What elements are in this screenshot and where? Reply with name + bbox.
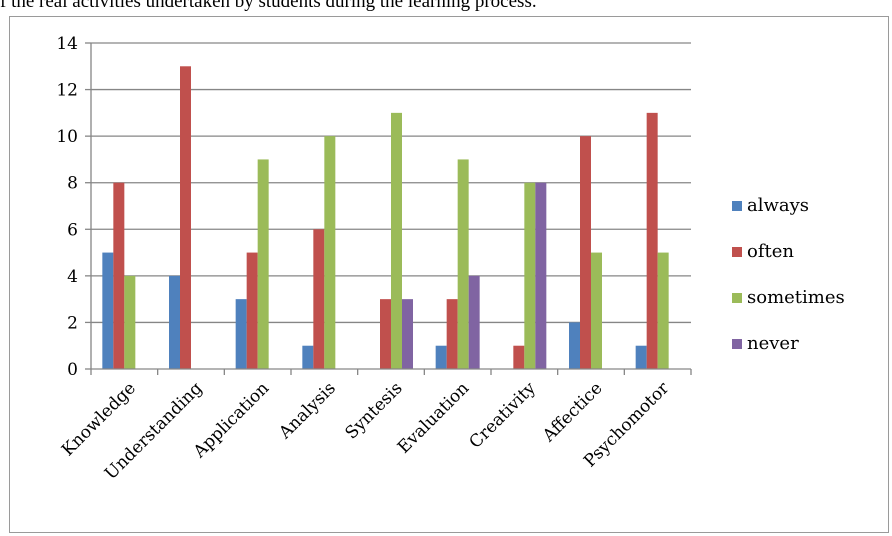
legend-swatch-often (732, 247, 742, 257)
bar-often-evaluation (446, 299, 458, 369)
category-label: Syntesis (341, 378, 406, 443)
bar-sometimes-syntesis (391, 112, 402, 369)
category-label: Affectice (538, 378, 606, 446)
y-tick-label: 12 (56, 81, 78, 101)
bar-sometimes-psychomotor (657, 252, 669, 369)
legend: always often sometimes never (732, 195, 845, 354)
bar-always-psychomotor (635, 345, 647, 369)
legend-swatch-always (732, 201, 742, 211)
chart-frame: 0 2 4 6 8 10 12 14 Knowledge Understanding Applic… (9, 16, 889, 533)
bar-often-psychomotor (646, 112, 658, 369)
y-axis-ticks: 0 2 4 6 8 10 12 14 (56, 34, 91, 380)
bar-always-affectice (569, 322, 580, 369)
bar-sometimes-knowledge (124, 275, 136, 369)
legend-label-sometimes: sometimes (747, 287, 845, 308)
y-tick-label: 10 (56, 127, 78, 147)
bar-sometimes-affectice (591, 252, 602, 369)
y-tick-label: 14 (56, 34, 78, 54)
bar-sometimes-application (257, 159, 269, 369)
bar-chart: 0 2 4 6 8 10 12 14 KnowledgeUnderstandingApplic… (56, 34, 845, 484)
bar-often-analysis (313, 229, 325, 369)
bar-sometimes-evaluation (457, 159, 469, 369)
y-tick-label: 8 (67, 174, 78, 194)
bar-often-knowledge (113, 182, 125, 369)
bars (102, 66, 669, 370)
axes (90, 43, 692, 375)
bar-often-creativity (513, 345, 525, 369)
y-tick-label: 4 (67, 267, 78, 287)
bar-always-application (235, 299, 247, 369)
bar-never-syntesis (402, 299, 413, 369)
legend-label-often: often (747, 241, 794, 262)
bar-often-syntesis (380, 299, 391, 369)
bar-sometimes-creativity (524, 182, 536, 369)
caption: f the real activities undertaken by stud… (0, 0, 537, 12)
bar-often-understanding (180, 66, 191, 370)
legend-swatch-never (732, 339, 742, 349)
bar-always-evaluation (435, 345, 447, 369)
y-tick-label: 0 (67, 360, 78, 380)
y-tick-label: 6 (67, 220, 78, 240)
bar-always-understanding (169, 275, 180, 369)
bar-often-affectice (580, 136, 591, 369)
category-label: Analysis (275, 378, 340, 443)
legend-label-never: never (747, 333, 799, 354)
bar-always-knowledge (102, 252, 114, 369)
legend-swatch-sometimes (732, 293, 742, 303)
bar-never-evaluation (468, 275, 480, 369)
category-label: Creativity (466, 378, 541, 453)
category-label: Evaluation (394, 378, 473, 457)
legend-label-always: always (747, 195, 809, 216)
bar-sometimes-analysis (324, 136, 336, 369)
bar-often-application (246, 252, 258, 369)
bar-always-analysis (302, 345, 314, 369)
y-tick-label: 2 (67, 313, 78, 333)
bar-never-creativity (535, 182, 547, 369)
